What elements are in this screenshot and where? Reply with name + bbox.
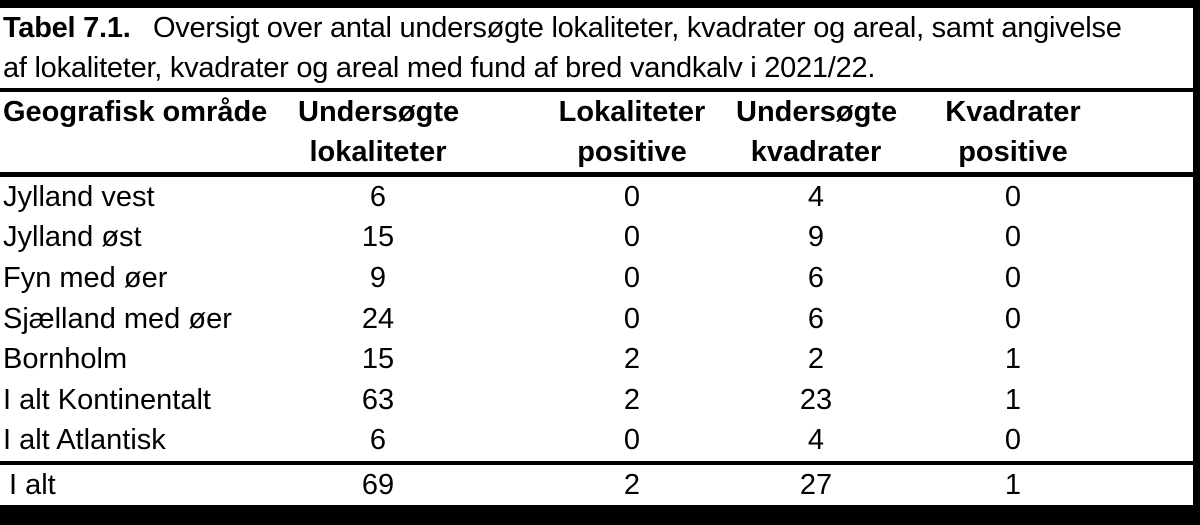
value-cell-kvadrater-positive: 1 (1004, 468, 1022, 501)
value-cell-undersogte-kvadrater: 6 (807, 302, 825, 335)
value-cell-kvadrater-positive: 0 (1004, 424, 1022, 457)
value-cell-undersogte-lokaliteter: 24 (361, 302, 395, 335)
value-cell-undersogte-kvadrater: 4 (807, 180, 825, 213)
column-header-undersogte-lokaliteter: Undersøgte lokaliteter (298, 92, 460, 172)
column-header-lokaliteter-positive: Lokaliteter positive (552, 92, 712, 172)
header-line-2: lokaliteter (309, 136, 447, 168)
value-cell-undersogte-lokaliteter: 6 (369, 424, 387, 457)
header-line-2: positive (577, 136, 687, 168)
value-cell-lokaliteter-positive: 0 (623, 302, 641, 335)
table-row-fyn-med-oer: Fyn med øer 9 0 6 0 (0, 258, 1193, 299)
area-cell: I alt Atlantisk (3, 424, 166, 457)
table-row-i-alt-kontinentalt: I alt Kontinentalt 63 2 23 1 (0, 380, 1193, 421)
header-line-1: Undersøgte (736, 96, 898, 128)
area-cell: Jylland vest (3, 180, 155, 213)
table-row-jylland-ost: Jylland øst 15 0 9 0 (0, 218, 1193, 259)
header-line-1: Geografisk område (3, 96, 268, 128)
header-line-1: Lokaliteter (558, 96, 706, 128)
value-cell-lokaliteter-positive: 2 (623, 383, 641, 416)
table-row-bornholm: Bornholm 15 2 2 1 (0, 339, 1193, 380)
value-cell-undersogte-kvadrater: 4 (807, 424, 825, 457)
area-cell: I alt (9, 468, 56, 501)
value-cell-lokaliteter-positive: 0 (623, 424, 641, 457)
value-cell-lokaliteter-positive: 2 (623, 343, 641, 376)
table-body: Jylland vest 6 0 4 0 Jylland øst 15 0 9 … (0, 177, 1193, 461)
header-divider-rule (0, 172, 1193, 177)
table-row-total: I alt 69 2 27 1 (0, 465, 1193, 505)
area-cell: Bornholm (3, 343, 128, 376)
value-cell-lokaliteter-positive: 0 (623, 180, 641, 213)
value-cell-undersogte-lokaliteter: 9 (369, 261, 387, 294)
value-cell-kvadrater-positive: 0 (1004, 261, 1022, 294)
value-cell-undersogte-lokaliteter: 6 (369, 180, 387, 213)
caption-divider-rule (0, 88, 1193, 92)
area-cell: Fyn med øer (3, 261, 168, 294)
value-cell-kvadrater-positive: 1 (1004, 383, 1022, 416)
value-cell-undersogte-lokaliteter: 63 (361, 383, 395, 416)
value-cell-undersogte-kvadrater: 9 (807, 221, 825, 254)
value-cell-kvadrater-positive: 0 (1004, 221, 1022, 254)
value-cell-undersogte-lokaliteter: 15 (361, 343, 395, 376)
caption-text-line-2: af lokaliteter, kvadrater og areal med f… (3, 52, 876, 84)
value-cell-undersogte-kvadrater: 23 (799, 383, 833, 416)
value-cell-undersogte-kvadrater: 27 (799, 468, 833, 501)
area-cell: Sjælland med øer (3, 302, 232, 335)
value-cell-undersogte-lokaliteter: 15 (361, 221, 395, 254)
value-cell-kvadrater-positive: 0 (1004, 302, 1022, 335)
value-cell-kvadrater-positive: 0 (1004, 180, 1022, 213)
column-header-kvadrater-positive: Kvadrater positive (933, 92, 1093, 172)
value-cell-undersogte-lokaliteter: 69 (361, 468, 395, 501)
top-border-bar (0, 0, 1193, 8)
table-row-i-alt-atlantisk: I alt Atlantisk 6 0 4 0 (0, 420, 1193, 461)
caption-line-1: Tabel 7.1. Oversigt over antal undersøgte… (3, 8, 1193, 48)
value-cell-lokaliteter-positive: 0 (623, 261, 641, 294)
header-line-2: positive (958, 136, 1068, 168)
header-line-2: kvadrater (750, 136, 882, 168)
value-cell-undersogte-kvadrater: 6 (807, 261, 825, 294)
value-cell-lokaliteter-positive: 0 (623, 221, 641, 254)
column-header-undersogte-kvadrater: Undersøgte kvadrater (736, 92, 898, 172)
table-row-sjalland-med-oer: Sjælland med øer 24 0 6 0 (0, 299, 1193, 340)
table-row-jylland-vest: Jylland vest 6 0 4 0 (0, 177, 1193, 218)
table-header-row: Geografisk område Undersøgte lokaliteter… (0, 92, 1193, 172)
bottom-border-bar (0, 505, 1193, 525)
total-divider-rule (0, 461, 1193, 465)
caption-text-line-1: Oversigt over antal undersøgte lokalitet… (153, 12, 1122, 44)
header-line-1: Kvadrater (945, 96, 1081, 128)
column-header-geografisk-omrade: Geografisk område (0, 92, 298, 172)
value-cell-undersogte-kvadrater: 2 (807, 343, 825, 376)
area-cell: Jylland øst (3, 221, 142, 254)
caption-label: Tabel 7.1. (3, 12, 131, 44)
table-caption: Tabel 7.1. Oversigt over antal undersøgte… (0, 8, 1193, 88)
area-cell: I alt Kontinentalt (3, 383, 211, 416)
header-line-1: Undersøgte (298, 96, 460, 128)
value-cell-kvadrater-positive: 1 (1004, 343, 1022, 376)
value-cell-lokaliteter-positive: 2 (623, 468, 641, 501)
